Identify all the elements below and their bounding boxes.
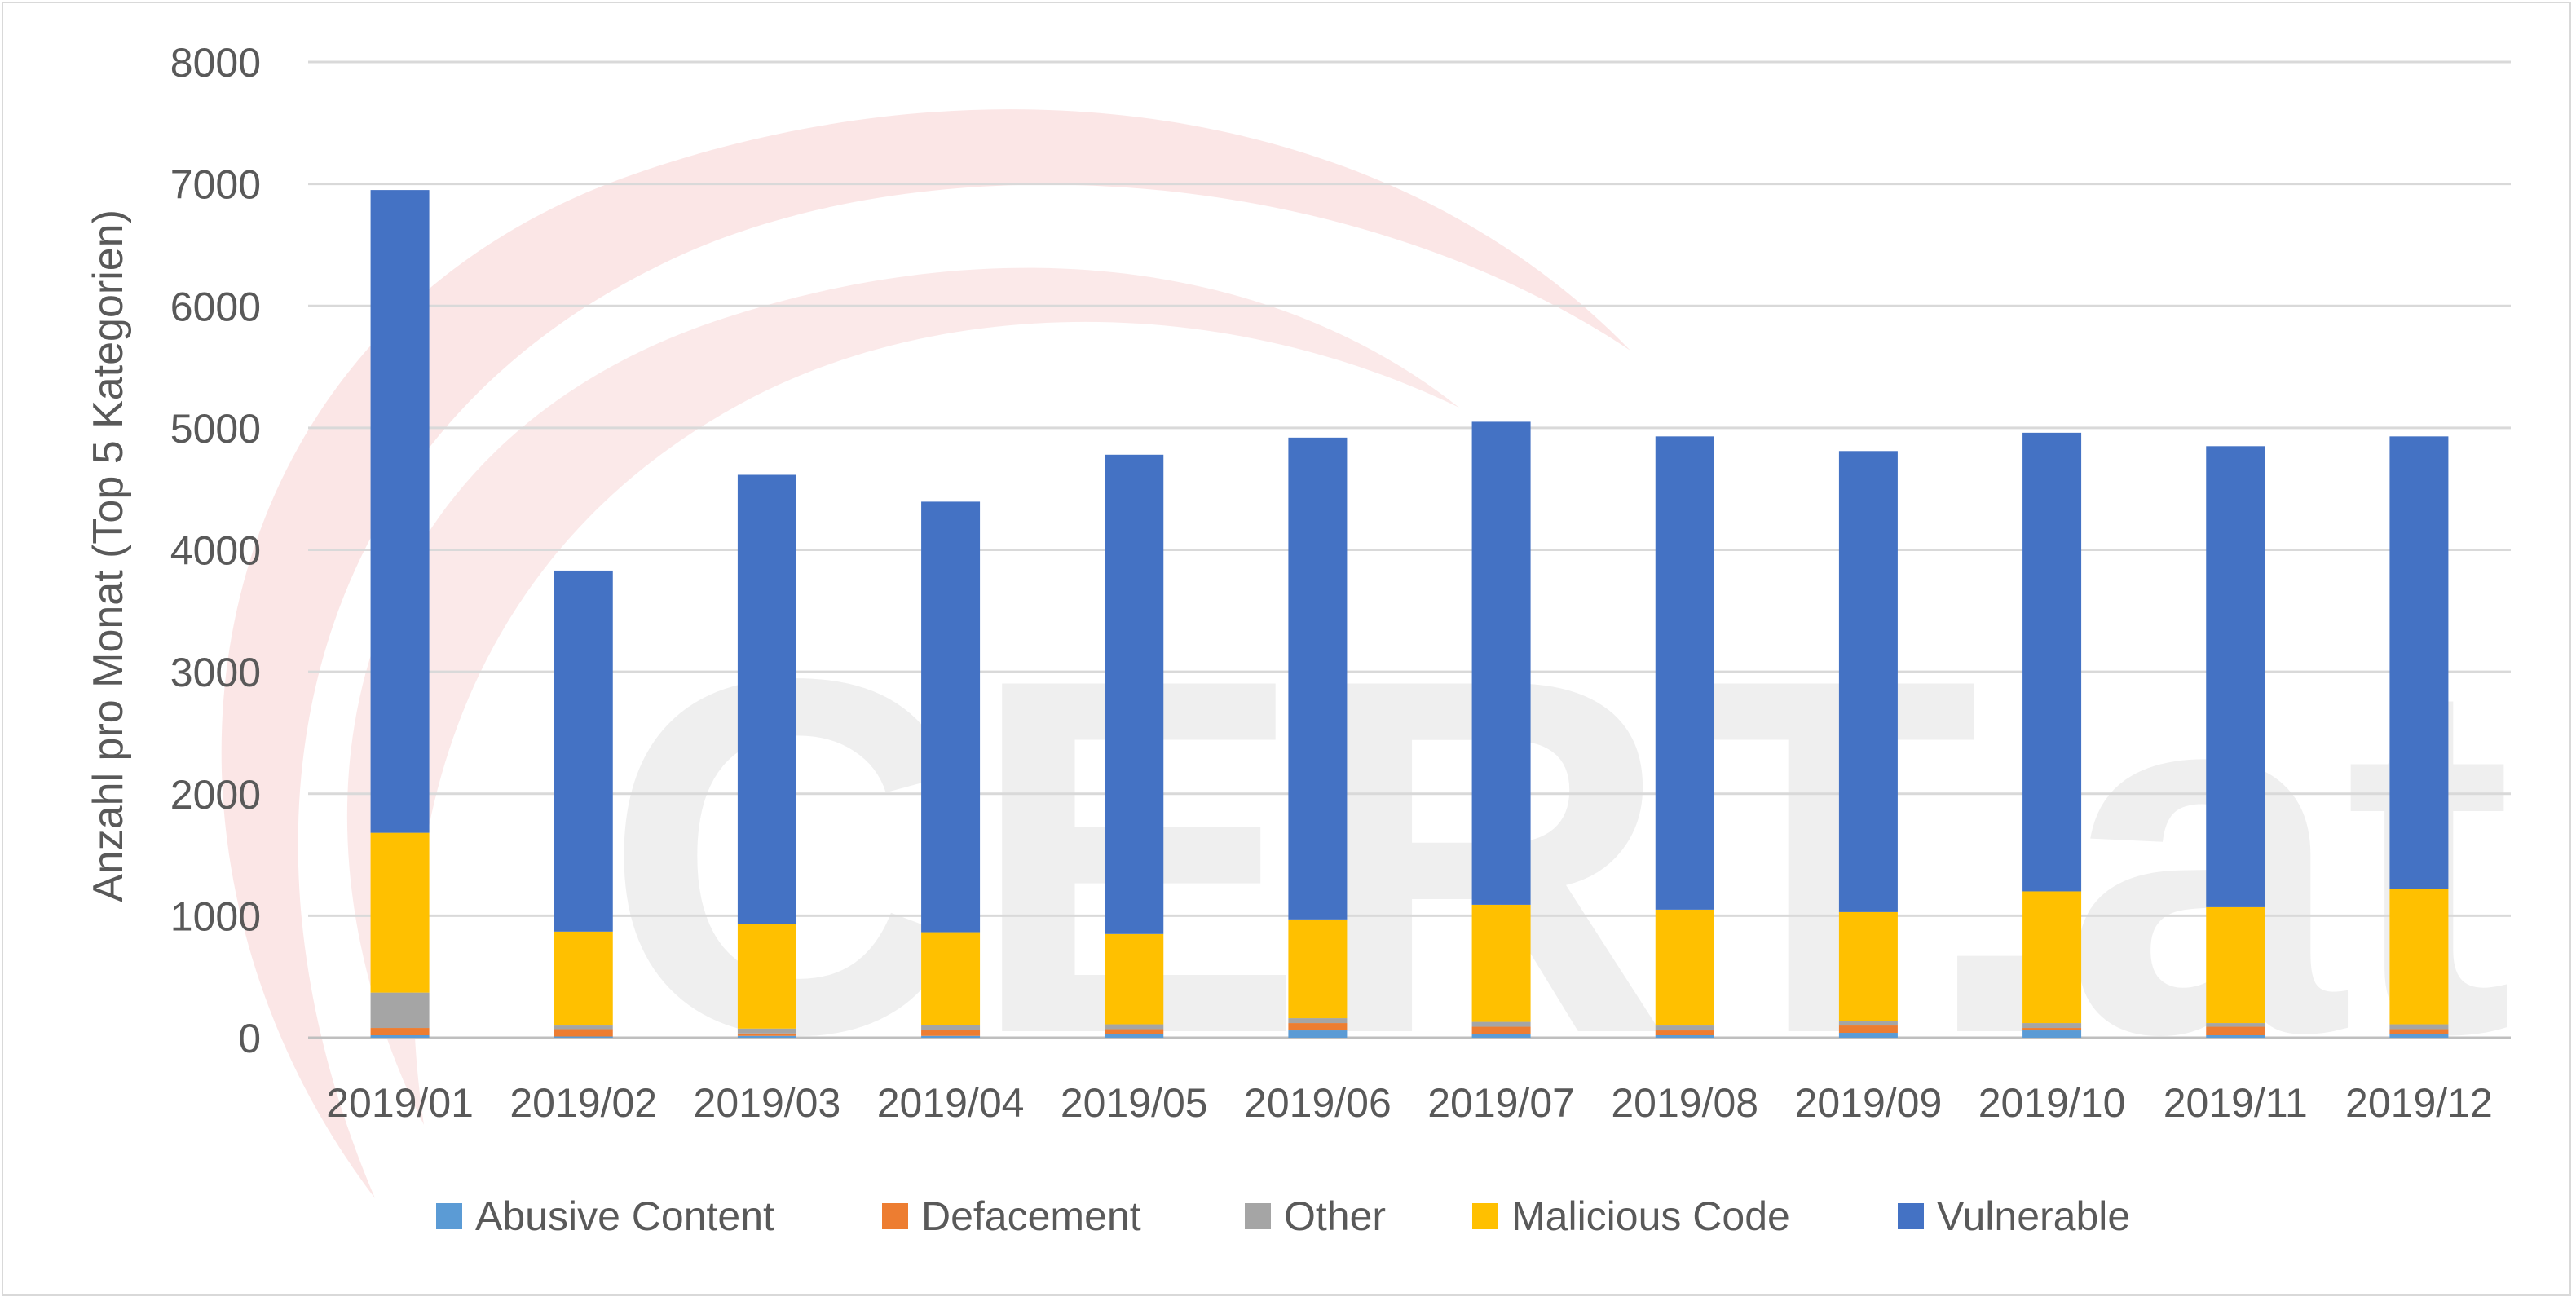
bar-defacement-2019-07 xyxy=(1471,1026,1531,1034)
bar-malicious-code-2019-02 xyxy=(554,931,613,1026)
bar-other-2019-03 xyxy=(737,1028,796,1034)
x-tick-label: 2019/04 xyxy=(877,1080,1025,1126)
bar-malicious-code-2019-09 xyxy=(1838,911,1898,1021)
y-axis-ticks: 0 1000 2000 3000 4000 5000 6000 7000 8000 xyxy=(170,40,261,1061)
bar-vulnerable-2019-11 xyxy=(2206,446,2265,907)
bar-defacement-2019-06 xyxy=(1288,1023,1348,1031)
bar-abusive-content-2019-08 xyxy=(1655,1035,1714,1038)
legend-label-other: Other xyxy=(1284,1193,1386,1239)
bar-defacement-2019-04 xyxy=(921,1030,981,1036)
bar-malicious-code-2019-05 xyxy=(1105,933,1164,1025)
bar-vulnerable-2019-04 xyxy=(921,501,981,933)
y-tick-label: 2000 xyxy=(170,772,261,818)
bar-vulnerable-2019-09 xyxy=(1838,451,1898,912)
bar-malicious-code-2019-11 xyxy=(2206,906,2265,1024)
x-tick-label: 2019/08 xyxy=(1611,1080,1758,1126)
bar-other-2019-09 xyxy=(1838,1021,1898,1026)
bar-vulnerable-2019-10 xyxy=(2022,432,2082,892)
bar-malicious-code-2019-06 xyxy=(1288,919,1348,1019)
bar-abusive-content-2019-11 xyxy=(2206,1035,2265,1038)
bar-abusive-content-2019-02 xyxy=(554,1036,613,1038)
bar-malicious-code-2019-01 xyxy=(370,832,430,993)
legend-label-malicious-code: Malicious Code xyxy=(1511,1193,1790,1239)
legend-swatch-other xyxy=(1245,1203,1271,1229)
y-tick-label: 0 xyxy=(238,1016,261,1061)
bar-other-2019-05 xyxy=(1105,1024,1164,1030)
x-tick-label: 2019/07 xyxy=(1427,1080,1575,1126)
bar-defacement-2019-08 xyxy=(1655,1030,1714,1036)
bar-abusive-content-2019-12 xyxy=(2389,1034,2449,1038)
y-tick-label: 1000 xyxy=(170,893,261,939)
bar-other-2019-04 xyxy=(921,1025,981,1030)
bar-other-2019-10 xyxy=(2022,1023,2082,1029)
bar-abusive-content-2019-09 xyxy=(1838,1033,1898,1038)
bar-other-2019-12 xyxy=(2389,1024,2449,1030)
bar-abusive-content-2019-03 xyxy=(737,1035,796,1038)
y-tick-label: 7000 xyxy=(170,162,261,208)
bar-vulnerable-2019-01 xyxy=(370,190,430,833)
bars xyxy=(370,190,2449,1038)
y-tick-label: 8000 xyxy=(170,40,261,86)
bar-vulnerable-2019-06 xyxy=(1288,437,1348,920)
bar-abusive-content-2019-01 xyxy=(370,1035,430,1038)
y-axis-label: Anzahl pro Monat (Top 5 Kategorien) xyxy=(85,209,132,902)
bar-vulnerable-2019-12 xyxy=(2389,436,2449,889)
legend-swatch-abusive-content xyxy=(436,1203,462,1229)
bar-other-2019-01 xyxy=(370,992,430,1029)
legend: Abusive Content Defacement Other Malicious … xyxy=(436,1193,2130,1239)
bar-malicious-code-2019-03 xyxy=(737,924,796,1029)
legend-label-defacement: Defacement xyxy=(921,1193,1141,1239)
legend-swatch-vulnerable xyxy=(1898,1203,1924,1229)
bar-defacement-2019-10 xyxy=(2022,1028,2082,1031)
x-axis-ticks: 2019/01 2019/02 2019/03 2019/04 2019/05 2019/… xyxy=(326,1080,2493,1126)
gridlines xyxy=(308,60,2511,1039)
bar-defacement-2019-02 xyxy=(554,1029,613,1037)
bar-vulnerable-2019-02 xyxy=(554,570,613,932)
legend-label-abusive-content: Abusive Content xyxy=(475,1193,774,1239)
x-tick-label: 2019/11 xyxy=(2164,1080,2308,1126)
x-tick-label: 2019/05 xyxy=(1061,1080,1208,1126)
legend-swatch-malicious-code xyxy=(1472,1203,1498,1229)
bar-vulnerable-2019-03 xyxy=(737,474,796,924)
bar-other-2019-07 xyxy=(1471,1021,1531,1027)
y-tick-label: 4000 xyxy=(170,528,261,574)
bar-abusive-content-2019-05 xyxy=(1105,1034,1164,1038)
y-tick-label: 5000 xyxy=(170,406,261,452)
bar-defacement-2019-12 xyxy=(2389,1029,2449,1034)
bar-abusive-content-2019-04 xyxy=(921,1035,981,1038)
bar-defacement-2019-03 xyxy=(737,1033,796,1036)
bar-other-2019-11 xyxy=(2206,1023,2265,1027)
bar-defacement-2019-05 xyxy=(1105,1029,1164,1034)
bar-malicious-code-2019-08 xyxy=(1655,909,1714,1026)
y-tick-label: 3000 xyxy=(170,650,261,695)
x-tick-label: 2019/10 xyxy=(1978,1080,2126,1126)
bar-malicious-code-2019-12 xyxy=(2389,889,2449,1025)
x-tick-label: 2019/06 xyxy=(1244,1080,1392,1126)
bar-abusive-content-2019-06 xyxy=(1288,1030,1348,1038)
x-tick-label: 2019/12 xyxy=(2345,1080,2493,1126)
watermark-swoosh-inner xyxy=(346,267,1459,1125)
bar-defacement-2019-11 xyxy=(2206,1026,2265,1036)
bar-vulnerable-2019-08 xyxy=(1655,436,1714,910)
bar-abusive-content-2019-07 xyxy=(1471,1034,1531,1038)
y-tick-label: 6000 xyxy=(170,284,261,329)
bar-other-2019-02 xyxy=(554,1025,613,1030)
x-tick-label: 2019/09 xyxy=(1795,1080,1943,1126)
bar-other-2019-08 xyxy=(1655,1025,1714,1031)
x-tick-label: 2019/02 xyxy=(509,1080,657,1126)
bar-vulnerable-2019-07 xyxy=(1471,421,1531,905)
bar-defacement-2019-09 xyxy=(1838,1025,1898,1034)
legend-label-vulnerable: Vulnerable xyxy=(1937,1193,2130,1239)
legend-swatch-defacement xyxy=(882,1203,908,1229)
bar-malicious-code-2019-07 xyxy=(1471,904,1531,1022)
x-tick-label: 2019/03 xyxy=(694,1080,841,1126)
bar-other-2019-06 xyxy=(1288,1018,1348,1024)
bar-malicious-code-2019-10 xyxy=(2022,891,2082,1024)
bar-vulnerable-2019-05 xyxy=(1105,454,1164,934)
x-tick-label: 2019/01 xyxy=(326,1080,474,1126)
bar-malicious-code-2019-04 xyxy=(921,932,981,1025)
bar-defacement-2019-01 xyxy=(370,1028,430,1036)
bar-abusive-content-2019-10 xyxy=(2022,1030,2082,1038)
